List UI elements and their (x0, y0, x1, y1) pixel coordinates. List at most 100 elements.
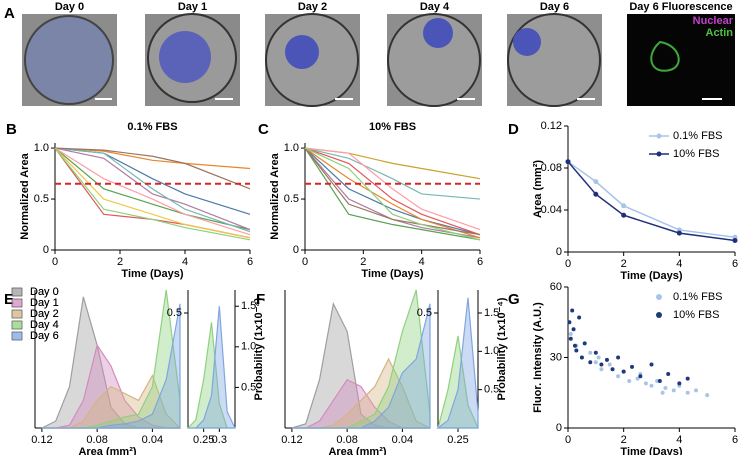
y-axis-label: Normalized Area (269, 152, 281, 239)
point (599, 362, 604, 367)
series-line (567, 161, 736, 242)
y-tick-label: 0.04 (541, 204, 562, 216)
density-area (41, 303, 181, 429)
point (568, 332, 573, 336)
x-tick-label: 4 (676, 258, 682, 270)
x-tick-label: 0.3 (212, 434, 227, 446)
x-tick-label: 4 (419, 256, 425, 268)
point (643, 381, 648, 386)
x-tick-label: 0.08 (86, 434, 107, 446)
legend-marker (656, 151, 662, 157)
x-tick-label: 0 (565, 258, 571, 270)
x-axis-label: Time (Days) (620, 270, 682, 282)
point (663, 386, 668, 391)
point (593, 350, 598, 355)
panel-a: A (4, 5, 735, 107)
y-tick-label: 0.5 (417, 307, 432, 319)
micrograph (22, 13, 735, 107)
y-axis-label: Fluor. Intensity (A.U.) (532, 302, 544, 413)
legend-swatch (11, 309, 23, 319)
point (685, 376, 690, 381)
series-line (54, 147, 251, 190)
legend-label: Day 0 (30, 286, 59, 298)
x-tick-label: 0.08 (336, 434, 357, 446)
image-title: Day 2 (298, 1, 327, 13)
point (666, 371, 671, 376)
density-area (291, 303, 431, 429)
x-tick-label: 4 (182, 256, 188, 268)
panel-letter: C (258, 121, 269, 138)
chart-title: 0.1% FBS (127, 121, 177, 133)
x-tick-label: 2 (621, 258, 627, 270)
legend-label: 10% FBS (673, 309, 719, 321)
x-tick-label: 0.12 (31, 434, 52, 446)
point (599, 367, 604, 372)
series-line (304, 147, 481, 236)
density-area (436, 297, 479, 429)
point (593, 179, 599, 185)
image-title: Day 6 (540, 1, 569, 13)
point (571, 327, 576, 332)
image-title: Day 1 (178, 1, 207, 13)
y-tick-label: 30 (550, 351, 562, 363)
y2-tick-label: 0.5 (241, 381, 256, 393)
legend-label: Day 6 (30, 330, 59, 342)
point (574, 348, 579, 353)
point (685, 390, 690, 395)
point (596, 355, 601, 360)
x-tick-label: 6 (247, 256, 253, 268)
point (671, 388, 676, 393)
point (621, 369, 626, 374)
point (572, 343, 577, 348)
panel-letter: G (508, 291, 520, 308)
y2-tick-label: 1.0 (241, 341, 256, 353)
x-tick-label: 6 (732, 434, 738, 446)
x-axis-label: Time (Days) (121, 268, 183, 280)
series-line (54, 147, 251, 239)
y-tick-label: 0 (556, 422, 562, 434)
point (732, 237, 738, 243)
x-tick-label: 0 (52, 256, 58, 268)
series-line (54, 147, 251, 241)
y-tick-label: 0 (556, 246, 562, 258)
point (621, 203, 627, 209)
series-line (54, 147, 251, 233)
series-line (304, 147, 481, 241)
legend-label: Day 1 (30, 297, 59, 309)
legend-swatch (11, 298, 23, 308)
y-tick-label: 1.0 (34, 142, 49, 154)
point (694, 388, 699, 393)
legend-label: Day 6 (30, 330, 59, 342)
series-line (304, 147, 481, 241)
channel-label: Nuclear (693, 15, 734, 27)
point (582, 341, 587, 346)
point (635, 376, 640, 381)
x-tick-label: 0 (302, 256, 308, 268)
legend-label: 0.1% FBS (673, 130, 723, 142)
series-line (54, 147, 251, 239)
point (568, 336, 573, 341)
y-tick-label: 0 (43, 244, 49, 256)
point (627, 379, 632, 383)
y2-axis-label: Probability (1x10⁻⁴) (253, 297, 265, 400)
point (677, 381, 682, 386)
point (567, 320, 572, 325)
y-axis-label: Area (mm²) (532, 160, 544, 218)
y-tick-label: 1.0 (284, 142, 299, 154)
panel-letter: D (508, 121, 519, 138)
point (621, 212, 627, 218)
series-line (54, 147, 251, 231)
x-tick-label: 2 (360, 256, 366, 268)
legend-marker (656, 294, 662, 300)
point (593, 191, 599, 197)
point (616, 355, 621, 360)
point (577, 315, 582, 320)
point (660, 390, 665, 395)
point (649, 362, 654, 367)
x-axis-label: Time (Days) (620, 446, 682, 455)
legend-label: 10% FBS (673, 148, 719, 160)
x-tick-label: 6 (477, 256, 483, 268)
x-tick-label: 2 (621, 434, 627, 446)
x-tick-label: 4 (676, 434, 682, 446)
point (649, 383, 654, 388)
